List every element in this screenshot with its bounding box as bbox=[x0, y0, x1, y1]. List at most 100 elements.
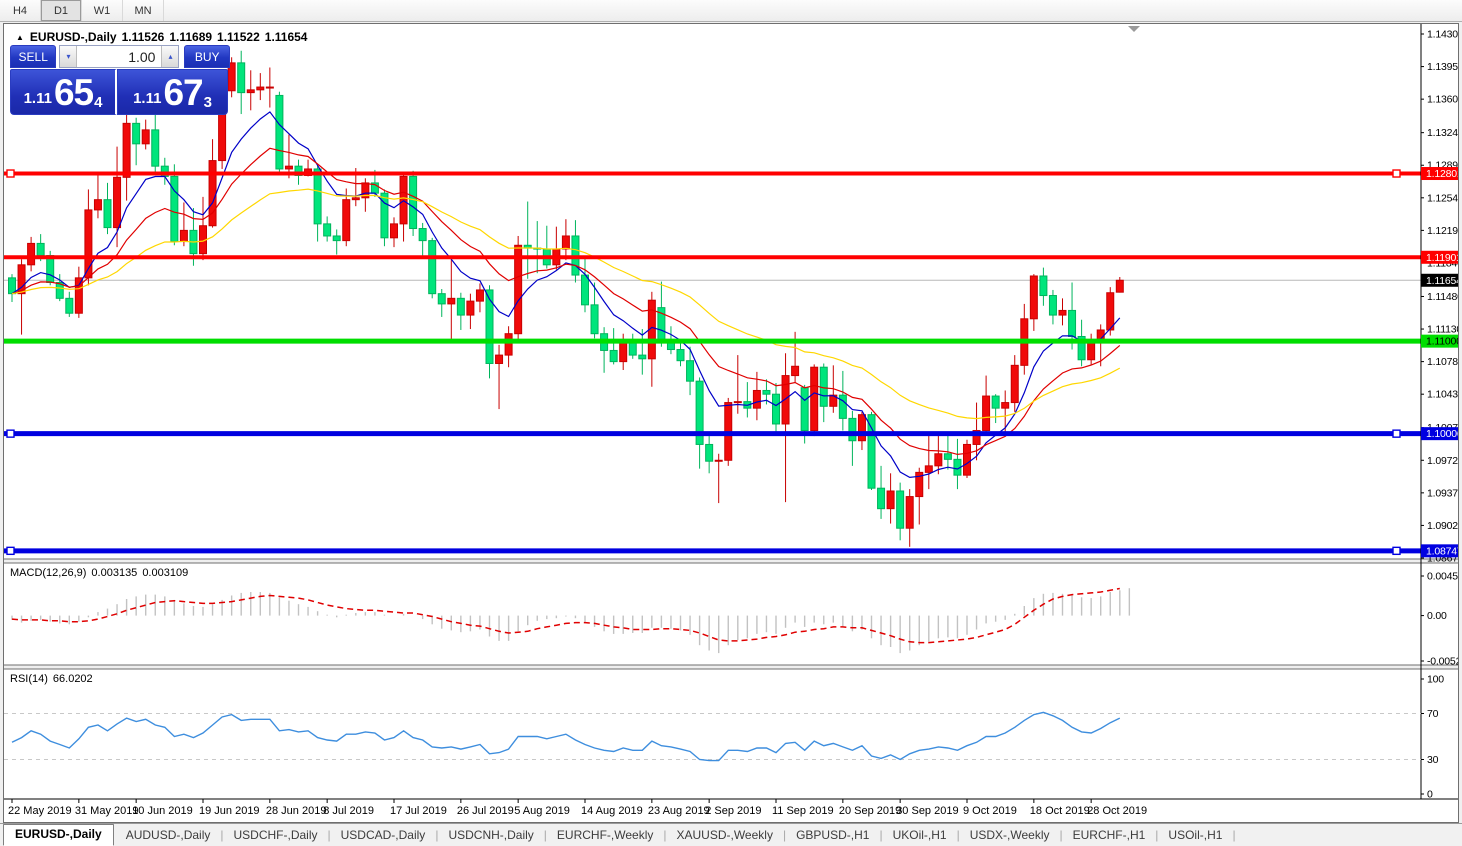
ma-line-slow bbox=[11, 188, 1121, 420]
tab-gbpusd-h1[interactable]: GBPUSD-,H1 bbox=[796, 828, 870, 842]
candle-body bbox=[456, 297, 465, 316]
timeframe-button-w1[interactable]: W1 bbox=[82, 0, 123, 21]
date-label: 17 Jul 2019 bbox=[390, 805, 447, 817]
tab-usdx-weekly[interactable]: USDX-,Weekly bbox=[969, 828, 1050, 842]
macd-pane: 0.004536 0.00 -0.005205 bbox=[11, 571, 1458, 668]
ohlc-close: 1.11654 bbox=[264, 30, 308, 44]
pane-separator[interactable] bbox=[4, 559, 1458, 563]
candle-body bbox=[991, 395, 1000, 409]
pane-separator[interactable] bbox=[4, 665, 1458, 669]
date-label: 31 May 2019 bbox=[75, 805, 139, 817]
rsi-pane: 100 70 30 0 bbox=[4, 674, 1444, 801]
line-drag-handle[interactable] bbox=[6, 546, 15, 556]
tab-eurchf-weekly[interactable]: EURCHF-,Weekly bbox=[556, 828, 654, 842]
candle-body bbox=[877, 487, 886, 510]
svg-text:1.10430: 1.10430 bbox=[1427, 389, 1458, 401]
svg-text:0.004536: 0.004536 bbox=[1427, 571, 1458, 583]
candle-body bbox=[762, 389, 771, 395]
date-label: 5 Aug 2019 bbox=[514, 805, 570, 817]
buy-price-big: 67 bbox=[163, 72, 203, 113]
timeframe-button-d1[interactable]: D1 bbox=[41, 0, 82, 21]
svg-text:0: 0 bbox=[1427, 789, 1433, 801]
chart-window: ▲ EURUSD-,Daily 1.11526 1.11689 1.11522 1.116… bbox=[3, 23, 1459, 823]
candle-body bbox=[982, 395, 991, 431]
volume-input[interactable] bbox=[77, 46, 162, 67]
volume-decrease-button[interactable]: ▾ bbox=[60, 46, 78, 67]
timeframe-button-mn[interactable]: MN bbox=[123, 0, 164, 21]
tab-eurchf-h1[interactable]: EURCHF-,H1 bbox=[1072, 828, 1146, 842]
svg-text:1.11130: 1.11130 bbox=[1427, 324, 1458, 336]
tab-separator: | bbox=[1059, 828, 1063, 842]
buy-price-prefix: 1.11 bbox=[133, 90, 162, 107]
candle-body bbox=[686, 360, 695, 382]
candle-body bbox=[323, 223, 332, 237]
date-label: 20 Sep 2019 bbox=[839, 805, 901, 817]
candle-body bbox=[915, 471, 924, 498]
tab-ukoil-h1[interactable]: UKOil-,H1 bbox=[892, 828, 947, 842]
timeframe-button-h4[interactable]: H4 bbox=[0, 0, 41, 21]
candle-body bbox=[227, 62, 236, 92]
svg-text:1.11480: 1.11480 bbox=[1427, 291, 1458, 303]
candle-body bbox=[943, 453, 952, 460]
candle-body bbox=[256, 86, 265, 91]
line-drag-handle[interactable] bbox=[6, 429, 15, 438]
tab-usoil-h1[interactable]: USOil-,H1 bbox=[1168, 828, 1223, 842]
horizontal-lines bbox=[4, 169, 1458, 556]
date-label: 11 Sep 2019 bbox=[772, 805, 834, 817]
buy-price[interactable]: 1.11 67 3 bbox=[117, 69, 228, 115]
candle-body bbox=[390, 223, 398, 239]
svg-text:1.09020: 1.09020 bbox=[1427, 520, 1458, 532]
candle-body bbox=[772, 393, 780, 425]
volume-increase-button[interactable]: ▴ bbox=[161, 46, 179, 67]
candle-body bbox=[17, 264, 26, 295]
candle-body bbox=[428, 240, 437, 295]
chart-shift-marker-icon[interactable] bbox=[1128, 26, 1140, 32]
ohlc-low: 1.11522 bbox=[217, 30, 260, 44]
volume-stepper: ▾ ▴ bbox=[59, 45, 180, 68]
candle-body bbox=[561, 235, 570, 250]
svg-text:1.08747: 1.08747 bbox=[1426, 545, 1458, 557]
line-drag-handle[interactable] bbox=[1392, 169, 1401, 178]
tab-audusd-daily[interactable]: AUDUSD-,Daily bbox=[125, 828, 211, 842]
arrow-up-icon: ▴ bbox=[168, 51, 173, 61]
svg-text:1.12540: 1.12540 bbox=[1427, 192, 1458, 204]
line-drag-handle[interactable] bbox=[1392, 546, 1401, 556]
line-drag-handle[interactable] bbox=[1392, 429, 1401, 438]
candle-body bbox=[1001, 402, 1010, 409]
sell-button[interactable]: SELL bbox=[10, 45, 57, 68]
candle-body bbox=[1077, 335, 1086, 361]
buy-button[interactable]: BUY bbox=[184, 45, 230, 68]
svg-text:70: 70 bbox=[1427, 708, 1439, 720]
candle-body bbox=[418, 228, 427, 242]
price-axis[interactable]: 1.143001.139501.136001.132401.128901.125… bbox=[1421, 29, 1458, 565]
tab-separator: | bbox=[956, 828, 960, 842]
candle-body bbox=[74, 277, 83, 314]
tab-usdchf-daily[interactable]: USDCHF-,Daily bbox=[233, 828, 318, 842]
tab-eurusd-daily[interactable]: EURUSD-,Daily bbox=[3, 824, 114, 846]
candle-body bbox=[466, 300, 475, 316]
candle-body bbox=[714, 459, 723, 462]
price-level-tag: 1.11000 bbox=[1421, 334, 1458, 348]
candle-body bbox=[1068, 309, 1077, 337]
macd-signal-line bbox=[11, 587, 1120, 644]
candle-body bbox=[409, 175, 418, 230]
date-label: 9 Oct 2019 bbox=[963, 805, 1017, 817]
ohlc-high: 1.11689 bbox=[169, 30, 213, 44]
sell-price[interactable]: 1.11 65 4 bbox=[10, 69, 117, 115]
svg-text:1.11654: 1.11654 bbox=[1426, 275, 1458, 287]
tab-xauusd-weekly[interactable]: XAUUSD-,Weekly bbox=[676, 828, 773, 842]
candle-body bbox=[733, 401, 742, 404]
collapse-panel-icon[interactable]: ▲ bbox=[16, 33, 24, 42]
price-chart: 1.143001.139501.136001.132401.128901.125… bbox=[4, 24, 1458, 817]
svg-text:1.13240: 1.13240 bbox=[1427, 127, 1458, 139]
candles bbox=[8, 50, 1124, 547]
tab-usdcnh-daily[interactable]: USDCNH-,Daily bbox=[448, 828, 534, 842]
date-label: 28 Jun 2019 bbox=[266, 805, 327, 817]
tab-separator: | bbox=[327, 828, 331, 842]
candle-body bbox=[284, 165, 293, 170]
tab-usdcad-daily[interactable]: USDCAD-,Daily bbox=[340, 828, 426, 842]
line-drag-handle[interactable] bbox=[6, 169, 15, 178]
svg-text:1.13600: 1.13600 bbox=[1427, 94, 1458, 106]
